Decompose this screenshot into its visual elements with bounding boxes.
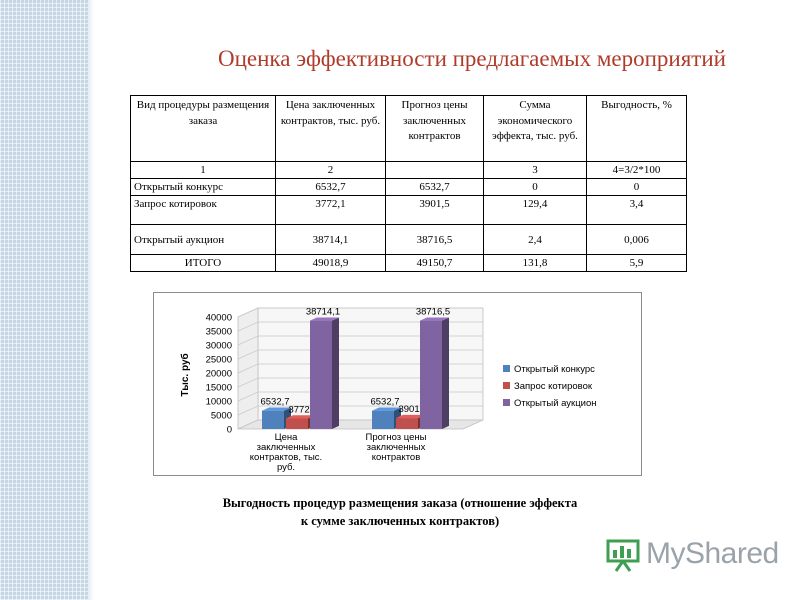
table-row: Запрос котировок 3772,1 3901,5 129,4 3,4: [130, 195, 687, 225]
y-tick-label: 30000: [206, 341, 232, 352]
watermark-logo: MyShared: [604, 534, 779, 574]
bar-top: [396, 414, 425, 419]
chart-gridline: [237, 349, 483, 360]
legend-swatch: [503, 365, 510, 372]
x-category-label: заключенных: [257, 442, 316, 453]
caption-line-1: Выгодность процедур размещения заказа (о…: [222, 496, 578, 510]
y-tick-label: 40000: [206, 313, 232, 324]
header-effect-sum: Сумма экономического эффекта, тыс. руб.: [483, 95, 587, 162]
table-cell: 38716,5: [385, 224, 484, 255]
bar-top: [372, 407, 401, 411]
table-cell: 129,4: [483, 195, 587, 225]
table-cell: 6532,7: [385, 178, 484, 196]
chart-canvas: 0 5000 10000 15000 20000 25000 30000 35000 40000…: [179, 307, 597, 473]
table-cell: 5,9: [586, 254, 687, 272]
y-tick-label: 35000: [206, 327, 232, 338]
bar: [420, 320, 442, 429]
efficiency-table: Вид процедуры размещения заказа Цена зак…: [130, 95, 687, 272]
bar-side: [332, 317, 339, 429]
bar-chart: 0 5000 10000 15000 20000 25000 30000 35000 40000…: [153, 292, 642, 476]
bar: [310, 320, 332, 429]
table-cell: Открытый конкурс: [130, 178, 276, 196]
bar: [396, 418, 418, 429]
y-tick-label: 20000: [206, 369, 232, 380]
bar-top: [262, 407, 291, 411]
table-cell: 3,4: [586, 195, 687, 225]
table-cell: 2: [275, 161, 386, 179]
table-cell: ИТОГО: [130, 254, 276, 272]
header-procedure: Вид процедуры размещения заказа: [130, 95, 276, 162]
y-tick-label: 10000: [206, 397, 232, 408]
bar: [286, 418, 308, 429]
y-tick-label: 25000: [206, 355, 232, 366]
chart-gridline: [237, 391, 483, 402]
table-cell: 49150,7: [385, 254, 484, 272]
x-category-label: заключенных: [367, 442, 426, 453]
data-label: 38714,1: [306, 307, 340, 318]
chart-gridline: [237, 363, 483, 374]
legend-label: Открытый аукцион: [514, 398, 597, 409]
table-cell: 3772,1: [275, 195, 386, 225]
table-cell: 0: [586, 178, 687, 196]
data-label: 38716,5: [416, 307, 450, 318]
chart-caption: Выгодность процедур размещения заказа (о…: [180, 494, 620, 530]
data-label: 6532,7: [260, 397, 289, 408]
bar-top: [310, 317, 339, 321]
x-category-label: Прогноз цены: [366, 432, 427, 443]
chart-gridline: [237, 335, 483, 346]
left-decorative-strip: [0, 0, 88, 600]
bar: [262, 410, 284, 429]
slide-title: Оценка эффективности предлагаемых меропр…: [218, 46, 726, 71]
chart-gridline: [237, 377, 483, 388]
table-total-row: ИТОГО 49018,9 49150,7 131,8 5,9: [130, 254, 687, 272]
table-cell: [385, 161, 484, 179]
header-contract-price: Цена заключенных контрактов, тыс. руб.: [275, 95, 386, 162]
table-cell: 3: [483, 161, 587, 179]
presentation-board-icon: [606, 539, 640, 572]
table-cell: 6532,7: [275, 178, 386, 196]
table-cell: 4=3/2*100: [586, 161, 687, 179]
y-tick-label: 5000: [211, 411, 232, 422]
left-strip-edge: [88, 0, 94, 600]
header-forecast-price: Прогноз цены заключенных контрактов: [385, 95, 484, 162]
data-label: 3901,5: [398, 404, 427, 415]
legend-label: Открытый конкурс: [514, 364, 595, 375]
watermark-text: MyShared: [646, 537, 779, 570]
table-cell: 1: [130, 161, 276, 179]
table-cell: 131,8: [483, 254, 587, 272]
y-tick-label: 15000: [206, 383, 232, 394]
x-category-label: руб.: [277, 462, 295, 473]
header-benefit: Выгодность, %: [586, 95, 687, 162]
x-category-label: контрактов: [372, 452, 421, 463]
table-cell: 38714,1: [275, 224, 386, 255]
data-label: 3772,1: [288, 404, 317, 415]
bar-top: [420, 317, 449, 321]
table-cell: 2,4: [483, 224, 587, 255]
table-numbering-row: 1 2 3 4=3/2*100: [130, 161, 687, 179]
table-header-row: Вид процедуры размещения заказа Цена зак…: [130, 95, 687, 162]
table-cell: 0: [483, 178, 587, 196]
chart-gridline: [237, 307, 483, 318]
table-cell: 49018,9: [275, 254, 386, 272]
table-cell: 0,006: [586, 224, 687, 255]
table-cell: Запрос котировок: [130, 195, 276, 225]
legend-swatch: [503, 399, 510, 406]
table-row: Открытый аукцион 38714,1 38716,5 2,4 0,0…: [130, 224, 687, 255]
data-label: 6532,7: [370, 397, 399, 408]
table-cell: 3901,5: [385, 195, 484, 225]
table-row: Открытый конкурс 6532,7 6532,7 0 0: [130, 178, 687, 196]
bar-top: [286, 415, 315, 419]
table-cell: Открытый аукцион: [130, 224, 276, 255]
x-category-label: контрактов, тыс.: [250, 452, 322, 463]
legend-label: Запрос котировок: [514, 381, 593, 392]
chart-gridline: [237, 405, 483, 416]
y-axis-label: Тыс. руб: [179, 353, 191, 396]
chart-gridline: [237, 321, 483, 332]
bar: [372, 410, 394, 429]
bar-side: [442, 317, 449, 429]
caption-line-2: к сумме заключенных контрактов): [300, 514, 500, 528]
legend-swatch: [503, 382, 510, 389]
x-category-label: Цена: [275, 432, 299, 443]
y-tick-label: 0: [227, 425, 232, 436]
